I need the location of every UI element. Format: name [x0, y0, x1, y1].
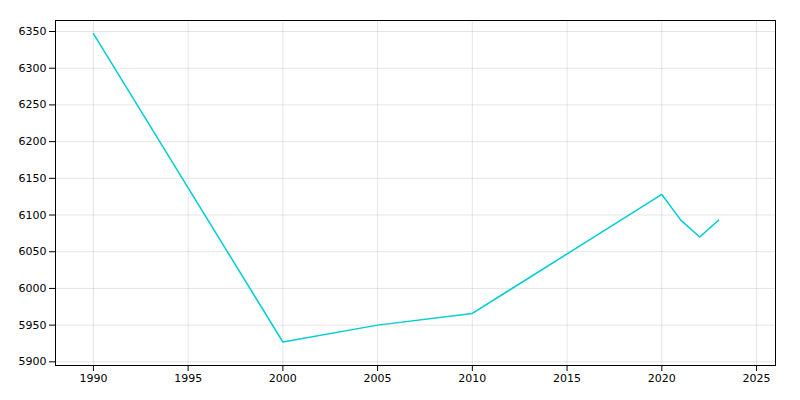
svg-text:2025: 2025 — [743, 372, 771, 385]
svg-text:2010: 2010 — [458, 372, 486, 385]
svg-text:6150: 6150 — [19, 172, 47, 185]
svg-text:6050: 6050 — [19, 245, 47, 258]
svg-text:5900: 5900 — [19, 355, 47, 368]
svg-text:6300: 6300 — [19, 62, 47, 75]
svg-text:1990: 1990 — [79, 372, 107, 385]
svg-text:6200: 6200 — [19, 135, 47, 148]
svg-text:5950: 5950 — [19, 319, 47, 332]
svg-text:2015: 2015 — [553, 372, 581, 385]
svg-text:2000: 2000 — [269, 372, 297, 385]
svg-text:2005: 2005 — [364, 372, 392, 385]
svg-text:6250: 6250 — [19, 98, 47, 111]
svg-text:6100: 6100 — [19, 209, 47, 222]
svg-text:6350: 6350 — [19, 25, 47, 38]
svg-text:2020: 2020 — [648, 372, 676, 385]
svg-text:1995: 1995 — [174, 372, 202, 385]
svg-text:6000: 6000 — [19, 282, 47, 295]
